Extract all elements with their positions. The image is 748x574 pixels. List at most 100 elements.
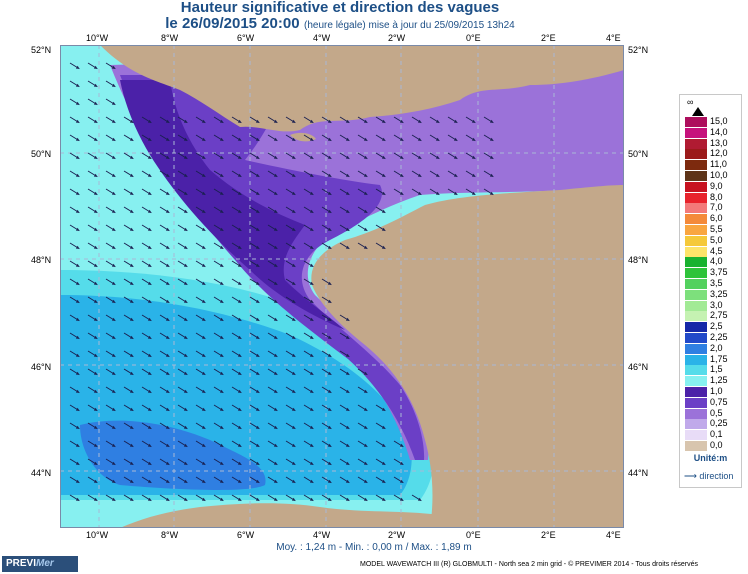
- legend-swatch: [685, 387, 707, 397]
- legend-label: 0,1: [710, 429, 723, 440]
- direction-arrowhead: [201, 425, 206, 429]
- statistics-line: Moy. : 1,24 m - Min. : 0,00 m / Max. : 1…: [276, 542, 472, 553]
- direction-arrowhead: [147, 353, 152, 357]
- direction-arrowhead: [363, 479, 368, 483]
- direction-arrowhead: [345, 425, 350, 429]
- direction-arrowhead: [363, 119, 368, 123]
- direction-arrowhead: [273, 209, 278, 213]
- direction-arrowhead: [471, 155, 476, 159]
- direction-arrowhead: [219, 137, 224, 141]
- direction-arrowhead: [399, 137, 404, 141]
- direction-arrowhead: [129, 209, 134, 213]
- direction-arrowhead: [381, 137, 386, 141]
- direction-arrowhead: [327, 209, 332, 213]
- legend-entry: 5,0: [685, 235, 739, 247]
- direction-arrowhead: [237, 353, 242, 357]
- direction-arrowhead: [435, 191, 440, 195]
- direction-arrowhead: [201, 209, 206, 213]
- direction-arrowhead: [147, 155, 152, 159]
- direction-arrowhead: [93, 83, 98, 87]
- direction-arrowhead: [345, 173, 350, 177]
- direction-arrowhead: [201, 317, 206, 321]
- legend-swatch: [685, 397, 707, 408]
- direction-arrowhead: [111, 263, 116, 267]
- direction-arrowhead: [417, 137, 422, 141]
- direction-arrowhead: [255, 425, 260, 429]
- direction-arrowhead: [183, 317, 188, 321]
- direction-arrowhead: [75, 353, 80, 357]
- direction-arrowhead: [93, 155, 98, 159]
- direction-arrowhead: [111, 389, 116, 393]
- direction-arrowhead: [327, 443, 332, 447]
- direction-arrowhead: [75, 137, 80, 141]
- direction-arrowhead: [93, 479, 98, 483]
- direction-arrowhead: [129, 317, 134, 321]
- lon-tick-top-5: 2°W: [388, 33, 406, 43]
- direction-arrowhead: [219, 227, 224, 231]
- lat-tick-right-50: 50°N: [628, 149, 649, 159]
- direction-arrowhead: [327, 299, 332, 303]
- direction-arrowhead: [147, 299, 152, 303]
- direction-arrowhead: [309, 335, 314, 339]
- direction-arrowhead: [201, 281, 206, 285]
- direction-arrowhead: [147, 281, 152, 285]
- legend-entry: 1,25: [685, 375, 739, 387]
- direction-arrowhead: [183, 335, 188, 339]
- direction-arrowhead: [309, 497, 314, 501]
- legend-label: 10,0: [710, 170, 728, 180]
- direction-arrowhead: [237, 497, 242, 501]
- direction-arrowhead: [255, 245, 260, 249]
- legend-direction-label: direction: [699, 471, 734, 481]
- direction-arrowhead: [93, 245, 98, 249]
- direction-arrowhead: [237, 443, 242, 447]
- direction-arrowhead: [183, 389, 188, 393]
- direction-arrowhead: [291, 299, 296, 303]
- lon-tick-bottom-1: 10°W: [86, 530, 109, 540]
- direction-arrowhead: [201, 389, 206, 393]
- legend-swatch: [685, 127, 707, 138]
- direction-arrowhead: [165, 299, 170, 303]
- direction-arrowhead: [111, 407, 116, 411]
- direction-arrowhead: [363, 371, 368, 375]
- wave-height-map[interactable]: [60, 45, 624, 528]
- logo-accent: Mer: [36, 558, 54, 569]
- direction-arrowhead: [363, 389, 368, 393]
- direction-arrowhead: [147, 335, 152, 339]
- direction-arrowhead: [129, 227, 134, 231]
- direction-arrowhead: [93, 335, 98, 339]
- direction-arrowhead: [381, 461, 386, 465]
- direction-arrowhead: [111, 191, 116, 195]
- legend-swatch: [685, 149, 707, 160]
- direction-arrowhead: [435, 155, 440, 159]
- direction-arrowhead: [75, 371, 80, 375]
- direction-arrowhead: [129, 353, 134, 357]
- direction-arrowhead: [183, 119, 188, 123]
- direction-arrowhead: [345, 191, 350, 195]
- direction-arrowhead: [219, 299, 224, 303]
- direction-arrowhead: [75, 173, 80, 177]
- direction-arrowhead: [165, 317, 170, 321]
- direction-arrowhead: [219, 335, 224, 339]
- direction-arrowhead: [345, 497, 350, 501]
- direction-arrowhead: [273, 245, 278, 249]
- model-credit: MODEL WAVEWATCH III (R) GLOBMULTI - Nort…: [360, 561, 698, 568]
- direction-arrowhead: [237, 281, 242, 285]
- direction-arrowhead: [93, 443, 98, 447]
- direction-arrowhead: [129, 461, 134, 465]
- direction-arrowhead: [309, 263, 314, 267]
- direction-arrowhead: [147, 245, 152, 249]
- direction-arrowhead: [111, 443, 116, 447]
- lat-tick-right-52: 52°N: [628, 45, 649, 55]
- update-note: (heure légale) mise à jour du 25/09/2015…: [304, 20, 515, 31]
- legend-label: 0,75: [710, 396, 728, 407]
- direction-arrowhead: [291, 209, 296, 213]
- legend-entry: 2,0: [685, 343, 739, 355]
- land-spain: [120, 503, 440, 528]
- lat-tick-right-44: 44°N: [628, 468, 649, 478]
- legend-swatch: [685, 430, 707, 441]
- direction-arrowhead: [309, 245, 314, 249]
- direction-arrowhead: [327, 407, 332, 411]
- direction-arrowhead: [273, 137, 278, 141]
- direction-arrowhead: [363, 191, 368, 195]
- direction-arrowhead: [201, 497, 206, 501]
